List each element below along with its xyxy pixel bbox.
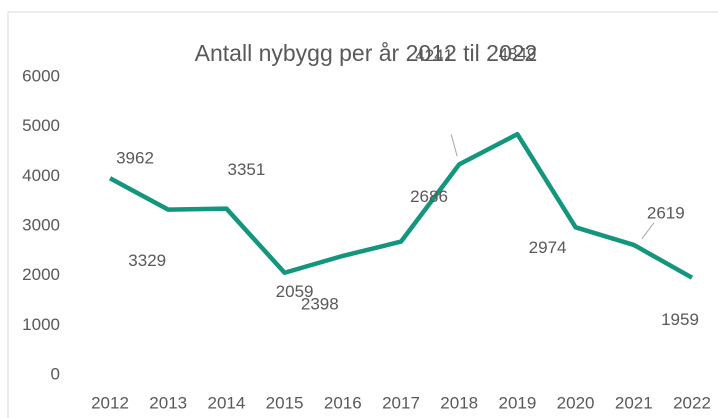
chart-title: Antall nybygg per år 2012 til 2022	[195, 40, 538, 66]
x-tick-label: 2022	[673, 393, 711, 412]
y-tick-label: 5000	[22, 116, 60, 135]
x-tick-label: 2018	[440, 393, 478, 412]
y-tick-label: 0	[51, 364, 60, 383]
x-tick-label: 2017	[382, 393, 420, 412]
y-tick-label: 2000	[22, 265, 60, 284]
data-label: 2398	[301, 294, 339, 313]
data-label: 4849	[498, 45, 536, 64]
y-tick-label: 3000	[22, 215, 60, 234]
data-label: 3329	[128, 251, 166, 270]
data-label: 2619	[647, 203, 685, 222]
x-tick-label: 2013	[149, 393, 187, 412]
y-tick-label: 6000	[22, 66, 60, 85]
data-label: 1959	[661, 310, 699, 329]
x-tick-label: 2021	[615, 393, 653, 412]
leader-line	[641, 222, 655, 240]
data-label: 4241	[415, 46, 453, 65]
line-series	[108, 131, 694, 280]
leader-line	[450, 134, 458, 157]
data-label: 3962	[116, 149, 154, 168]
x-tick-label: 2016	[324, 393, 362, 412]
x-tick-label: 2012	[91, 393, 129, 412]
x-tick-label: 2015	[266, 393, 304, 412]
x-tick-label: 2019	[498, 393, 536, 412]
x-tick-label: 2020	[557, 393, 595, 412]
data-label: 3351	[227, 160, 265, 179]
x-tick-label: 2014	[207, 393, 245, 412]
chart-frame	[7, 11, 718, 418]
y-tick-label: 1000	[22, 315, 60, 334]
y-tick-label: 4000	[22, 166, 60, 185]
data-label: 2686	[410, 187, 448, 206]
data-label: 2059	[276, 282, 314, 301]
data-label: 2974	[529, 238, 567, 257]
